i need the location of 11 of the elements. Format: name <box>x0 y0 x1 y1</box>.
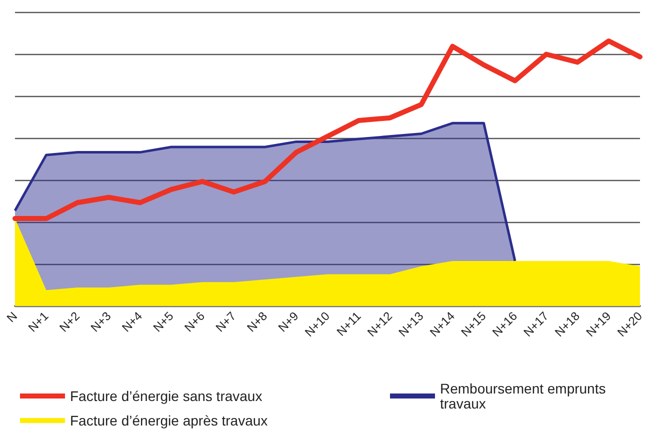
legend-label: Remboursement emprunts travaux <box>440 380 610 412</box>
x-tick-label: N+9 <box>276 308 302 335</box>
x-tick-label: N+6 <box>182 308 208 335</box>
x-tick-label: N+1 <box>26 308 52 335</box>
legend-label: Facture d’énergie sans travaux <box>70 388 262 404</box>
x-tick-label: N+2 <box>56 308 83 335</box>
x-tick-label: N+4 <box>119 308 146 335</box>
x-tick-label: N+8 <box>244 308 270 335</box>
x-tick-label: N <box>4 309 20 326</box>
x-tick-label: N+3 <box>88 308 114 335</box>
legend-label: Facture d’énergie après travaux <box>70 412 268 428</box>
